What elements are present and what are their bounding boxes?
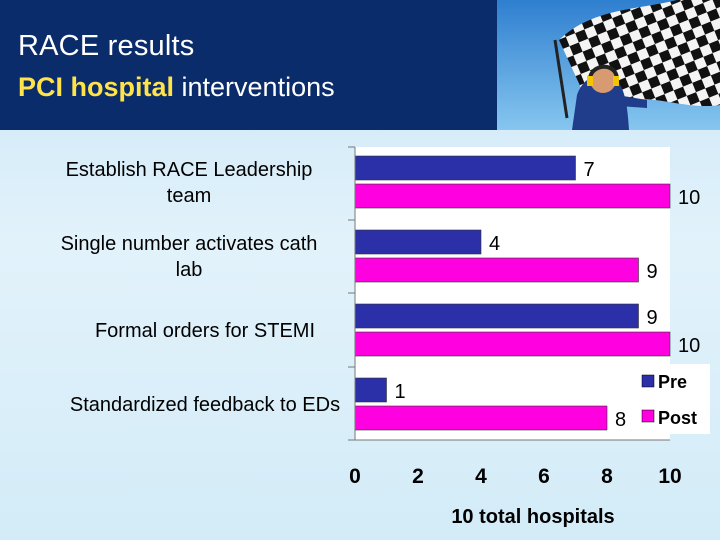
legend-swatch-post [641,409,655,423]
category-label: Single number activates cath lab [61,233,318,281]
category-label-line: Standardized feedback to EDs [70,394,340,416]
category-label-line: lab [176,259,203,281]
data-label-pre: 7 [584,159,595,181]
legend-label-pre: Pre [658,372,687,392]
x-tick-label: 8 [601,465,613,488]
category-label-line: Formal orders for STEMI [95,320,315,342]
data-label-pre: 4 [489,233,500,255]
x-axis-title: 10 total hospitals [451,506,614,528]
bar-post [354,331,671,357]
checkered-flag-photo-icon [497,0,720,130]
category-label-line: Single number activates cath [61,233,318,255]
bar-post [354,257,639,283]
bar-post [354,183,671,209]
subtitle-highlight: PCI hospital [18,72,175,102]
slide-subtitle: PCI hospital interventions [18,72,335,103]
x-tick-label: 6 [538,465,550,488]
data-label-pre: 1 [395,381,406,403]
legend-label-post: Post [658,408,697,428]
bar-pre [354,155,576,181]
subtitle-rest: interventions [174,72,335,102]
category-label: Standardized feedback to EDs [70,394,340,416]
data-label-post: 10 [678,187,700,209]
x-tick-label: 0 [349,465,361,488]
legend: Pre Post [626,364,710,434]
x-tick-label: 2 [412,465,424,488]
x-tick-label: 10 [658,465,681,488]
category-label-line: team [167,185,211,207]
bar-pre [354,377,387,403]
data-label-pre: 9 [647,307,658,329]
slide-header: RACE results PCI hospital interventions [0,0,720,130]
x-tick-label: 4 [475,465,487,488]
category-label: Establish RACE Leadership team [66,159,313,207]
category-label-line: Establish RACE Leadership [66,159,313,181]
bar-post [354,405,608,431]
legend-swatch-pre [641,374,655,388]
bar-pre [354,229,482,255]
category-label: Formal orders for STEMI [95,320,315,342]
bar-pre [354,303,639,329]
legend-box [626,364,710,434]
data-label-post: 8 [615,409,626,431]
data-label-post: 9 [647,261,658,283]
slide-title: RACE results [18,30,195,62]
data-label-post: 10 [678,335,700,357]
